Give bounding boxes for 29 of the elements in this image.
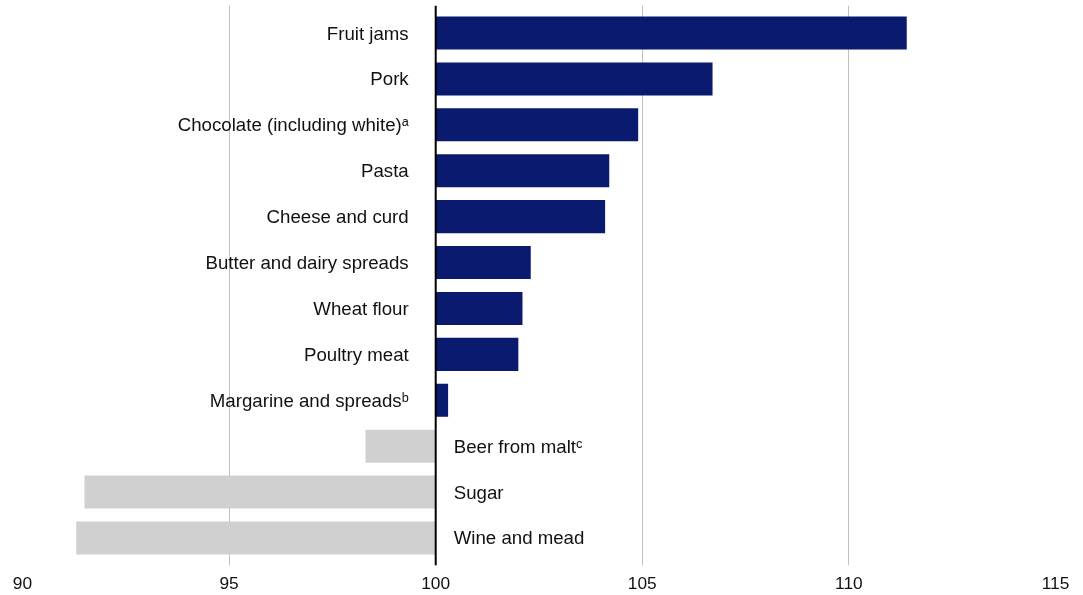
y-tick-label: Wine and mead bbox=[453, 527, 585, 549]
y-tick-label: Wheat flour bbox=[313, 297, 409, 319]
y-tick-label: Cheese and curd bbox=[266, 206, 409, 228]
y-tick-label: Margarine and spreadsᵇ bbox=[209, 389, 409, 411]
bar bbox=[84, 475, 436, 509]
x-tick-label: 90 bbox=[12, 572, 33, 593]
y-tick-label: Butter and dairy spreads bbox=[205, 252, 409, 274]
bar bbox=[435, 154, 610, 188]
bar bbox=[435, 337, 519, 371]
x-tick-label: 115 bbox=[1041, 572, 1070, 593]
bar bbox=[76, 521, 436, 555]
x-tick-label: 100 bbox=[421, 572, 451, 593]
y-tick-label: Pasta bbox=[360, 160, 410, 182]
x-tick-label: 110 bbox=[835, 572, 863, 593]
bar bbox=[435, 16, 907, 50]
bar bbox=[435, 200, 606, 234]
bar bbox=[435, 246, 531, 280]
y-tick-label: Fruit jams bbox=[326, 22, 409, 44]
x-tick-label: 95 bbox=[219, 572, 239, 593]
bar bbox=[435, 62, 713, 96]
y-tick-label: Pork bbox=[370, 68, 410, 90]
bar bbox=[365, 429, 436, 463]
bar bbox=[435, 291, 523, 325]
y-tick-label: Poultry meat bbox=[303, 343, 410, 365]
y-tick-label: Chocolate (including white)ᵃ bbox=[177, 114, 410, 136]
y-tick-label: Sugar bbox=[453, 481, 504, 503]
bar bbox=[435, 108, 639, 142]
y-tick-label: Beer from maltᶜ bbox=[453, 435, 584, 457]
x-tick-label: 105 bbox=[627, 572, 657, 593]
